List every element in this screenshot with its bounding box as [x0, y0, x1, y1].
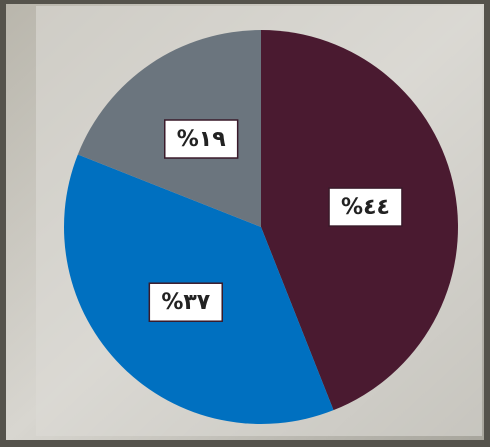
data-label: %١٩	[177, 127, 226, 152]
label-box	[148, 282, 223, 322]
data-label: %٤٤	[341, 195, 390, 220]
labels: %٤٤ %٣٧ %١٩	[148, 119, 403, 322]
label-box	[328, 187, 403, 227]
data-label: %٣٧	[161, 290, 210, 315]
label-box	[164, 119, 239, 159]
pie	[64, 30, 458, 424]
